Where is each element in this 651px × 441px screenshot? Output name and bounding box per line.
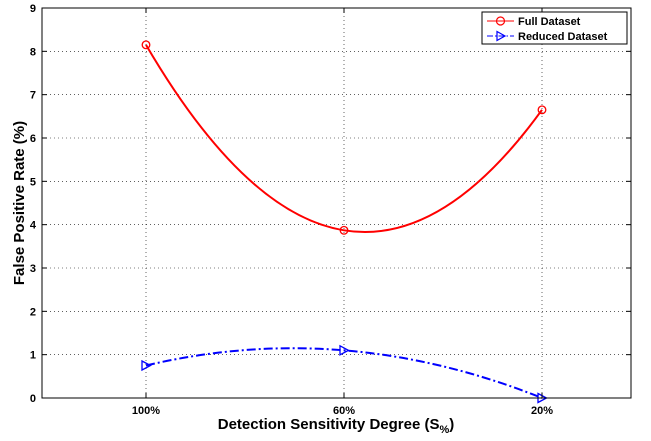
y-tick-label: 2 [30,306,36,318]
x-axis-title-close: ) [449,416,454,433]
x-tick-label: 60% [333,405,355,417]
x-tick-labels: 100% 60% 20% [132,405,553,417]
y-tick-label: 1 [30,350,36,362]
x-axis-title-main: Detection Sensitivity Degree (S [218,416,440,433]
legend-marker-reduced-dataset [496,30,507,42]
y-tick-label: 4 [30,220,37,232]
data-point-full-dataset [339,225,349,235]
y-tick-label: 7 [30,90,36,102]
data-point-reduced-dataset [141,359,152,372]
y-tick-label: 0 [30,393,36,405]
legend-box [481,11,628,45]
legend-label-full-dataset: Full Dataset [518,16,581,28]
series-line-full-dataset [145,44,543,233]
y-tick-label: 6 [30,133,36,145]
grid-lines [42,8,631,398]
y-tick-label: 3 [30,263,36,275]
y-tick-label: 9 [30,3,36,15]
data-point-reduced-dataset [339,344,350,356]
legend: Full Dataset Reduced Dataset [481,11,628,45]
y-axis-title: False Positive Rate (%) [11,121,28,285]
x-axis-title-subscript: % [439,424,449,436]
legend-item-full-dataset: Full Dataset [487,16,581,28]
y-tick-labels: 0 1 2 3 4 5 6 7 8 9 [30,3,37,405]
legend-label-reduced-dataset: Reduced Dataset [518,31,608,43]
y-tick-label: 5 [30,176,36,188]
x-axis-title: Detection Sensitivity Degree (S%) [218,416,455,436]
series-line-reduced-dataset [145,347,543,399]
axis-ticks [42,7,631,399]
legend-item-reduced-dataset: Reduced Dataset [487,30,608,43]
plot-frame [41,7,632,399]
legend-marker-full-dataset [495,16,506,26]
x-tick-label: 20% [531,405,553,417]
y-tick-label: 8 [30,46,36,58]
plot-area [42,8,631,398]
data-point-full-dataset [537,105,547,115]
x-tick-label: 100% [132,405,160,417]
data-point-full-dataset [141,40,151,50]
